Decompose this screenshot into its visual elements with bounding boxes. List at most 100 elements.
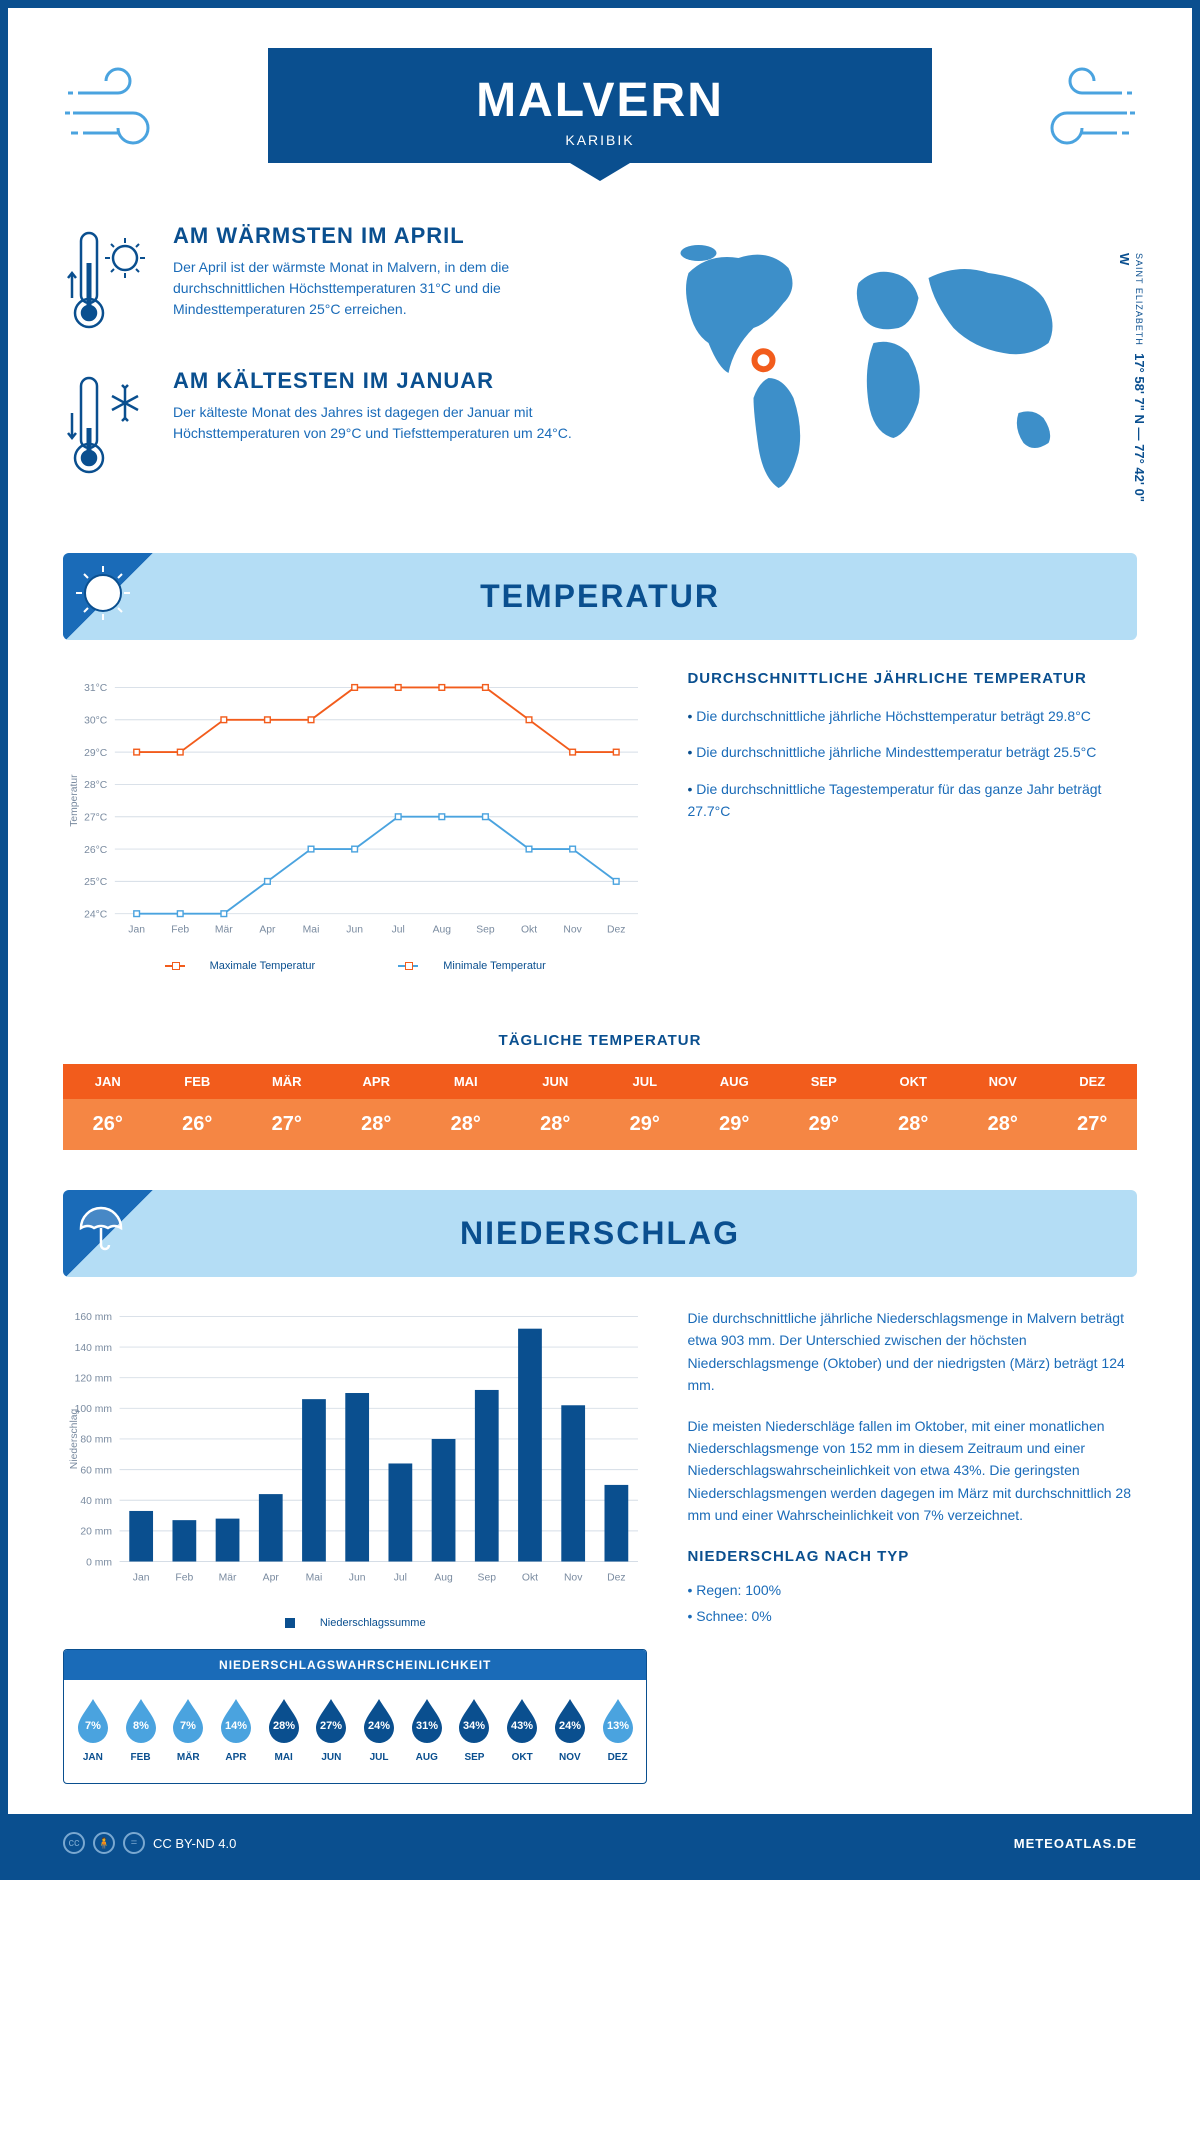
svg-text:31%: 31%	[416, 1720, 438, 1732]
coldest-title: AM KÄLTESTEN IM JANUAR	[173, 368, 580, 394]
svg-text:0 mm: 0 mm	[86, 1557, 112, 1568]
umbrella-icon	[73, 1200, 128, 1255]
svg-text:7%: 7%	[85, 1720, 101, 1732]
svg-text:Mär: Mär	[215, 925, 233, 936]
svg-text:Jan: Jan	[133, 1572, 150, 1583]
svg-text:Apr: Apr	[259, 925, 276, 936]
svg-text:Sep: Sep	[478, 1572, 497, 1583]
svg-text:Sep: Sep	[476, 925, 495, 936]
temp-section-header: TEMPERATUR	[63, 553, 1137, 640]
svg-text:31°C: 31°C	[84, 683, 108, 694]
coldest-block: AM KÄLTESTEN IM JANUAR Der kälteste Mona…	[63, 368, 580, 483]
prob-drop: 13%DEZ	[599, 1695, 637, 1763]
site-name: METEOATLAS.DE	[1014, 1836, 1137, 1851]
svg-text:120 mm: 120 mm	[75, 1373, 112, 1384]
svg-text:27°C: 27°C	[84, 813, 108, 824]
precip-type-list: • Regen: 100%• Schnee: 0%	[687, 1579, 1137, 1628]
svg-text:26°C: 26°C	[84, 845, 108, 856]
svg-text:Okt: Okt	[522, 1572, 538, 1583]
footer: cc 🧍 = CC BY-ND 4.0 METEOATLAS.DE	[8, 1814, 1192, 1872]
warmest-block: AM WÄRMSTEN IM APRIL Der April ist der w…	[63, 223, 580, 338]
prob-drop: 24%NOV	[551, 1695, 589, 1763]
temp-legend: .swatch:nth-of-type(1)::after{border-col…	[63, 960, 647, 972]
svg-text:100 mm: 100 mm	[75, 1404, 112, 1415]
svg-text:Jun: Jun	[349, 1572, 366, 1583]
svg-text:30°C: 30°C	[84, 716, 108, 727]
svg-text:24%: 24%	[559, 1720, 581, 1732]
svg-text:Mai: Mai	[303, 925, 320, 936]
prob-drop: 7%JAN	[74, 1695, 112, 1763]
precip-probability-box: NIEDERSCHLAGSWAHRSCHEINLICHKEIT 7%JAN8%F…	[63, 1649, 647, 1784]
warmest-title: AM WÄRMSTEN IM APRIL	[173, 223, 580, 249]
svg-text:60 mm: 60 mm	[80, 1465, 112, 1476]
svg-text:Temperatur: Temperatur	[69, 774, 80, 827]
svg-text:160 mm: 160 mm	[75, 1312, 112, 1323]
svg-text:Apr: Apr	[263, 1572, 280, 1583]
by-icon: 🧍	[93, 1832, 115, 1854]
header-banner: MALVERN KARIBIK	[268, 48, 932, 163]
prob-drop: 43%OKT	[503, 1695, 541, 1763]
precip-section-header: NIEDERSCHLAG	[63, 1190, 1137, 1277]
svg-text:28%: 28%	[273, 1720, 295, 1732]
svg-text:40 mm: 40 mm	[80, 1496, 112, 1507]
svg-text:Jul: Jul	[394, 1572, 407, 1583]
world-map	[620, 223, 1137, 503]
svg-text:Dez: Dez	[607, 1572, 625, 1583]
daily-temp-table: JANFEBMÄRAPRMAIJUNJULAUGSEPOKTNOVDEZ26°2…	[63, 1064, 1137, 1150]
page-subtitle: KARIBIK	[268, 132, 932, 148]
temperature-line-chart: 24°C25°C26°C27°C28°C29°C30°C31°CJanFebMä…	[63, 670, 647, 950]
svg-text:34%: 34%	[463, 1720, 485, 1732]
svg-text:80 mm: 80 mm	[80, 1435, 112, 1446]
page-title: MALVERN	[268, 73, 932, 128]
svg-text:24%: 24%	[368, 1720, 390, 1732]
sun-icon	[73, 563, 133, 623]
precip-legend: Niederschlagssumme	[63, 1617, 647, 1629]
precipitation-bar-chart: 0 mm 20 mm 40 mm 60 mm 80 mm 100 mm 120 mm 140 …	[63, 1307, 647, 1607]
thermometer-sun-icon	[63, 223, 153, 333]
thermometer-snow-icon	[63, 368, 153, 478]
svg-text:24°C: 24°C	[84, 909, 108, 920]
svg-text:Feb: Feb	[171, 925, 189, 936]
prob-drop: 27%JUN	[312, 1695, 350, 1763]
svg-text:140 mm: 140 mm	[75, 1343, 112, 1354]
prob-drop: 24%JUL	[360, 1695, 398, 1763]
coldest-text: Der kälteste Monat des Jahres ist dagege…	[173, 402, 580, 444]
svg-text:29°C: 29°C	[84, 748, 108, 759]
prob-drop: 28%MAI	[265, 1695, 303, 1763]
svg-text:Feb: Feb	[175, 1572, 193, 1583]
svg-text:Nov: Nov	[564, 1572, 583, 1583]
precip-para-2: Die meisten Niederschläge fallen im Okto…	[687, 1415, 1137, 1527]
svg-text:13%: 13%	[607, 1720, 629, 1732]
cc-icon: cc	[63, 1832, 85, 1854]
svg-text:8%: 8%	[133, 1720, 149, 1732]
svg-text:14%: 14%	[225, 1720, 247, 1732]
prob-drop: 31%AUG	[408, 1695, 446, 1763]
precip-type-heading: NIEDERSCHLAG NACH TYP	[687, 1545, 1137, 1569]
wind-icon	[1017, 63, 1137, 153]
svg-text:Niederschlag: Niederschlag	[69, 1408, 80, 1469]
svg-text:7%: 7%	[180, 1720, 196, 1732]
precip-para-1: Die durchschnittliche jährliche Niedersc…	[687, 1307, 1137, 1397]
svg-text:Jun: Jun	[346, 925, 363, 936]
svg-text:Jul: Jul	[392, 925, 405, 936]
svg-text:27%: 27%	[320, 1720, 342, 1732]
wind-icon	[63, 63, 183, 153]
temp-text-heading: DURCHSCHNITTLICHE JÄHRLICHE TEMPERATUR	[687, 670, 1137, 687]
nd-icon: =	[123, 1832, 145, 1854]
svg-text:Aug: Aug	[433, 925, 452, 936]
temp-text-list: Die durchschnittliche jährliche Höchstte…	[687, 705, 1137, 823]
svg-text:Mär: Mär	[219, 1572, 237, 1583]
prob-drop: 8%FEB	[122, 1695, 160, 1763]
svg-text:43%: 43%	[511, 1720, 533, 1732]
warmest-text: Der April ist der wärmste Monat in Malve…	[173, 257, 580, 320]
svg-text:Aug: Aug	[434, 1572, 453, 1583]
svg-text:20 mm: 20 mm	[80, 1527, 112, 1538]
svg-text:Dez: Dez	[607, 925, 625, 936]
svg-text:25°C: 25°C	[84, 877, 108, 888]
svg-text:Mai: Mai	[306, 1572, 323, 1583]
prob-drop: 7%MÄR	[169, 1695, 207, 1763]
svg-text:Okt: Okt	[521, 925, 537, 936]
prob-drop: 14%APR	[217, 1695, 255, 1763]
svg-text:Nov: Nov	[563, 925, 582, 936]
prob-drop: 34%SEP	[455, 1695, 493, 1763]
